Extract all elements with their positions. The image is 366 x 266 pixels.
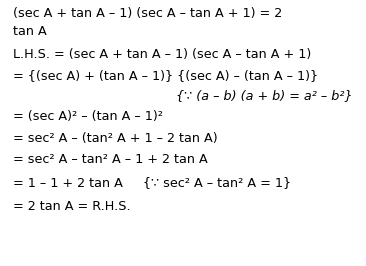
Text: {∵ (a – b) (a + b) = a² – b²}: {∵ (a – b) (a + b) = a² – b²} (176, 89, 352, 102)
Text: = {(sec A) + (tan A – 1)} {(sec A) – (tan A – 1)}: = {(sec A) + (tan A – 1)} {(sec A) – (ta… (13, 69, 318, 82)
Text: tan A: tan A (13, 25, 46, 38)
Text: = sec² A – tan² A – 1 + 2 tan A: = sec² A – tan² A – 1 + 2 tan A (13, 153, 208, 166)
Text: L.H.S. = (sec A + tan A – 1) (sec A – tan A + 1): L.H.S. = (sec A + tan A – 1) (sec A – ta… (13, 48, 311, 61)
Text: = 2 tan A = R.H.S.: = 2 tan A = R.H.S. (13, 200, 130, 213)
Text: = sec² A – (tan² A + 1 – 2 tan A): = sec² A – (tan² A + 1 – 2 tan A) (13, 132, 217, 145)
Text: = (sec A)² – (tan A – 1)²: = (sec A)² – (tan A – 1)² (13, 110, 163, 123)
Text: = 1 – 1 + 2 tan A     {∵ sec² A – tan² A = 1}: = 1 – 1 + 2 tan A {∵ sec² A – tan² A = 1… (13, 176, 291, 189)
Text: (sec A + tan A – 1) (sec A – tan A + 1) = 2: (sec A + tan A – 1) (sec A – tan A + 1) … (13, 7, 282, 20)
